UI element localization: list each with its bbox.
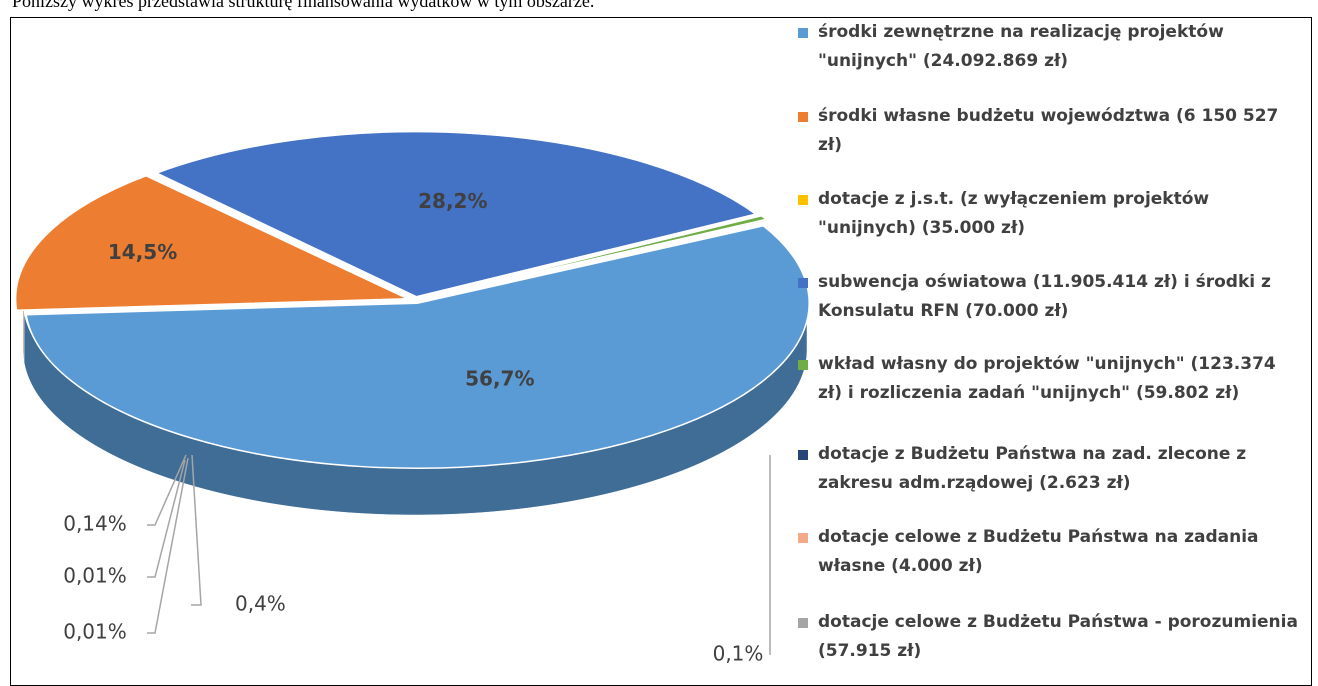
legend-swatch (798, 618, 808, 628)
data-label: 28,2% (418, 189, 487, 213)
legend-label: subwencja oświatowa (11.905.414 zł) i śr… (818, 272, 1271, 321)
data-label: 0,1% (713, 642, 764, 666)
legend-swatch (798, 195, 808, 205)
legend-entry: dotacje celowe z Budżetu Państwa na zada… (798, 523, 1298, 581)
legend-label: dotacje celowe z Budżetu Państwa na zada… (818, 527, 1259, 576)
slice (25, 224, 810, 469)
slice (14, 174, 408, 312)
legend-label: środki zewnętrzne na realizację projektó… (818, 22, 1224, 71)
data-label: 0,14% (63, 512, 127, 536)
legend-entry: dotacje z Budżetu Państwa na zad. zlecon… (798, 440, 1298, 498)
legend-label: dotacje z j.s.t. (z wyłączeniem projektó… (818, 189, 1210, 238)
legend-entry: środki własne budżetu województwa (6 150… (798, 102, 1298, 160)
leader-line (147, 457, 189, 634)
legend-entry: wkład własny do projektów "unijnych" (12… (798, 350, 1298, 408)
slice (154, 130, 758, 298)
data-label: 14,5% (108, 240, 177, 264)
legend-swatch (798, 360, 808, 370)
legend-label: wkład własny do projektów "unijnych" (12… (818, 354, 1276, 403)
data-label: 56,7% (465, 367, 534, 391)
legend-swatch (798, 450, 808, 460)
legend-label: środki własne budżetu województwa (6 150… (818, 106, 1279, 155)
slice (421, 218, 770, 300)
legend-label: dotacje z Budżetu Państwa na zad. zlecon… (818, 444, 1247, 493)
leader-line (147, 454, 187, 526)
data-label: 0,01% (63, 620, 127, 644)
caption: Poniższy wykres przedstawia strukturę fi… (12, 0, 595, 11)
data-label: 0,01% (63, 564, 127, 588)
legend-swatch (798, 112, 808, 122)
legend-entry: środki zewnętrzne na realizację projektó… (798, 18, 1298, 76)
leader-line (191, 454, 202, 606)
legend-entry: dotacje celowe z Budżetu Państwa - poroz… (798, 608, 1298, 666)
legend-entry: subwencja oświatowa (11.905.414 zł) i śr… (798, 268, 1298, 326)
legend-swatch (798, 533, 808, 543)
legend-entry: dotacje z j.s.t. (z wyłączeniem projektó… (798, 185, 1298, 243)
legend-swatch (798, 278, 808, 288)
legend-swatch (798, 28, 808, 38)
leader-line (147, 459, 186, 578)
slice (146, 173, 411, 299)
data-label: 0,4% (235, 592, 286, 616)
legend-label: dotacje celowe z Budżetu Państwa - poroz… (818, 612, 1298, 661)
